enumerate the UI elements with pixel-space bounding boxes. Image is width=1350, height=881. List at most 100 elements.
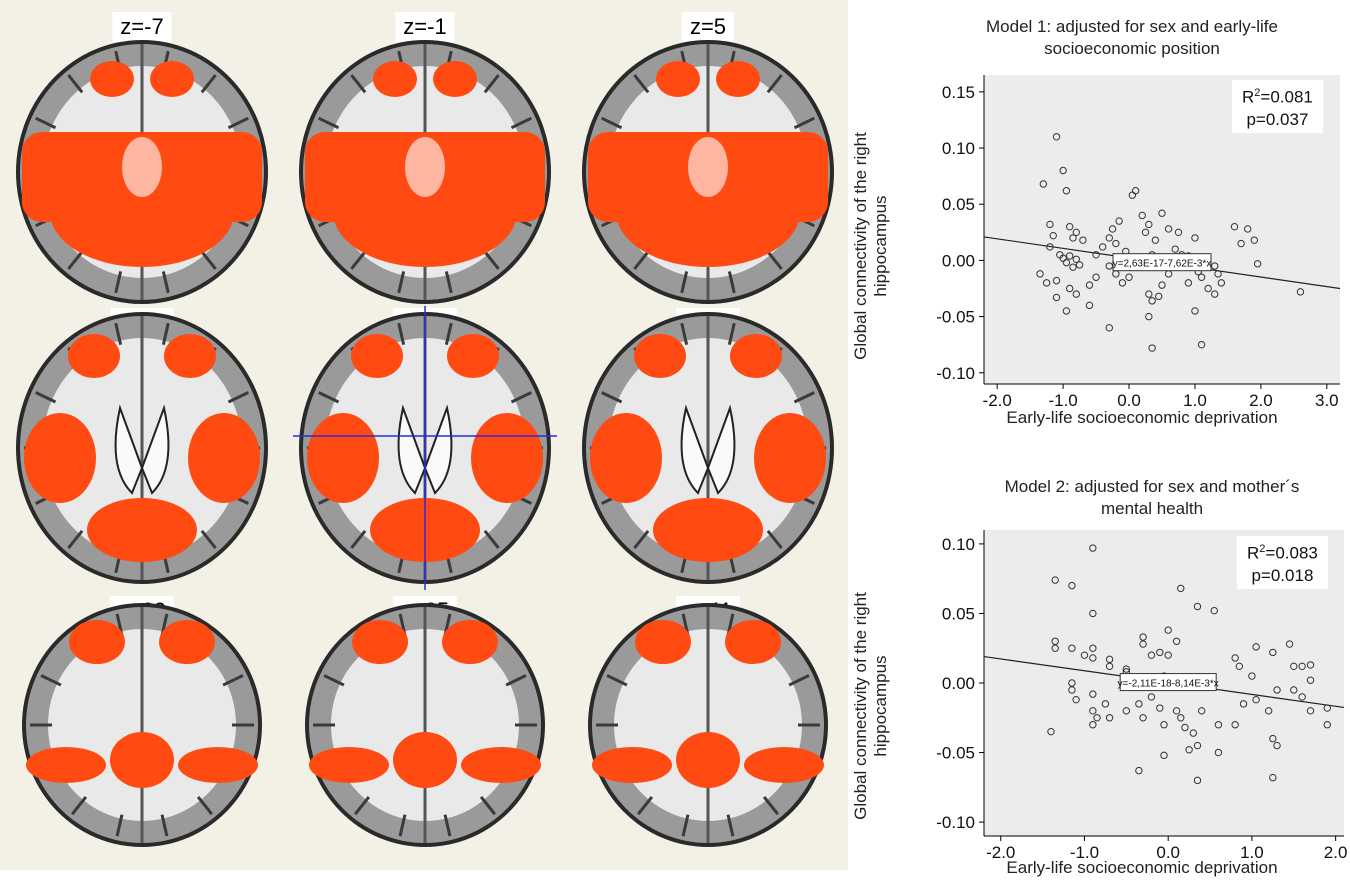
brain-slice-image [305,603,545,847]
data-point [1139,714,1147,722]
data-point [1059,166,1067,175]
y-tick-label: -0.05 [936,308,975,327]
data-point [1080,651,1089,659]
data-point [1158,281,1166,289]
data-point [1290,686,1298,694]
data-point [1089,544,1097,552]
data-point [1252,643,1260,651]
data-point [1214,721,1223,729]
slice-label: z=-7 [112,12,172,42]
data-point [1105,655,1114,664]
data-point [1068,686,1076,694]
data-point [1089,609,1097,618]
slice-label: z=5 [681,12,735,42]
data-point [1158,209,1166,217]
data-point [1211,290,1219,298]
data-point [1118,279,1127,287]
x-tick-label: -1.0 [1048,391,1077,410]
data-point [1184,279,1193,287]
data-point [1135,700,1143,708]
data-point [1253,260,1262,268]
data-point [1122,665,1131,673]
fit-equation-label: y=2,63E-17-7,62E-3*x [1113,259,1212,270]
slice-label: z=-1 [395,12,455,42]
data-point [1108,225,1117,233]
data-point [1072,228,1080,237]
data-point [1131,187,1140,195]
data-point [1156,648,1164,657]
data-point [1085,301,1094,310]
data-point [1112,239,1120,248]
x-tick-label: 1.0 [1240,843,1264,862]
data-point [1062,258,1071,267]
data-point [1269,734,1277,743]
data-point [1197,340,1206,349]
y-tick-label: 0.00 [942,674,975,693]
data-point [1042,279,1051,287]
data-point [1181,723,1189,732]
data-point [1193,602,1202,611]
scatter-plot-model-2: Model 2: adjusted for sex and mother´s m… [851,448,1350,881]
data-point [1089,721,1097,729]
chart-title: Model 1: adjusted for sex and early-life… [986,17,1278,58]
brain-slice-image [22,603,262,847]
data-point [1036,270,1044,278]
data-point [1068,644,1076,652]
data-point [1191,307,1199,315]
data-point [1269,648,1277,657]
data-point [1273,686,1281,694]
y-axis-label: Global connectivity of the right hippoca… [851,592,890,820]
x-tick-label: 1.0 [1183,391,1207,410]
y-tick-label: 0.15 [942,83,975,102]
brain-slice-image [582,312,834,584]
data-point [1148,297,1156,305]
data-point [1062,307,1071,315]
data-point [1072,290,1080,298]
data-point [1217,279,1226,287]
data-point [1052,276,1061,285]
data-point [1092,251,1100,259]
data-point [1105,324,1113,332]
data-point [1052,133,1061,141]
data-point [1155,292,1163,301]
data-point [1172,637,1181,645]
data-point [1269,773,1277,782]
data-point [1145,312,1153,321]
data-point [1145,220,1153,229]
data-point [1252,695,1260,704]
x-axis-label: Early-life socioeconomic deprivation [1006,408,1278,427]
data-point [1177,714,1185,722]
data-point [1248,672,1256,680]
data-point [1214,270,1222,278]
data-point [1306,707,1315,715]
data-point [1172,707,1181,715]
brain-slice-image [16,40,268,304]
data-point [1264,707,1273,715]
data-point [1148,344,1156,352]
brain-slice-image [299,40,551,304]
x-tick-label: 0.0 [1156,843,1180,862]
data-point [1164,651,1172,659]
x-tick-label: -1.0 [1070,843,1099,862]
scatter-plot-model-1: Model 1: adjusted for sex and early-life… [851,0,1350,440]
data-point [1306,676,1315,684]
data-point [1164,626,1172,634]
data-point [1105,662,1114,671]
y-tick-label: 0.10 [942,535,975,554]
data-point [1174,228,1183,237]
data-point [1296,288,1305,296]
fit-equation-box [1112,253,1212,272]
data-point [1193,741,1202,750]
data-point [1177,584,1185,593]
data-point [1098,243,1107,251]
data-point [1051,644,1059,652]
x-tick-label: 2.0 [1249,391,1273,410]
data-point [1079,236,1087,244]
data-point [1250,236,1258,244]
data-point [1051,576,1059,584]
data-point [1197,707,1206,715]
x-tick-label: -2.0 [986,843,1015,862]
y-tick-label: 0.05 [942,604,975,623]
data-point [1191,234,1199,242]
data-point [1139,633,1147,641]
